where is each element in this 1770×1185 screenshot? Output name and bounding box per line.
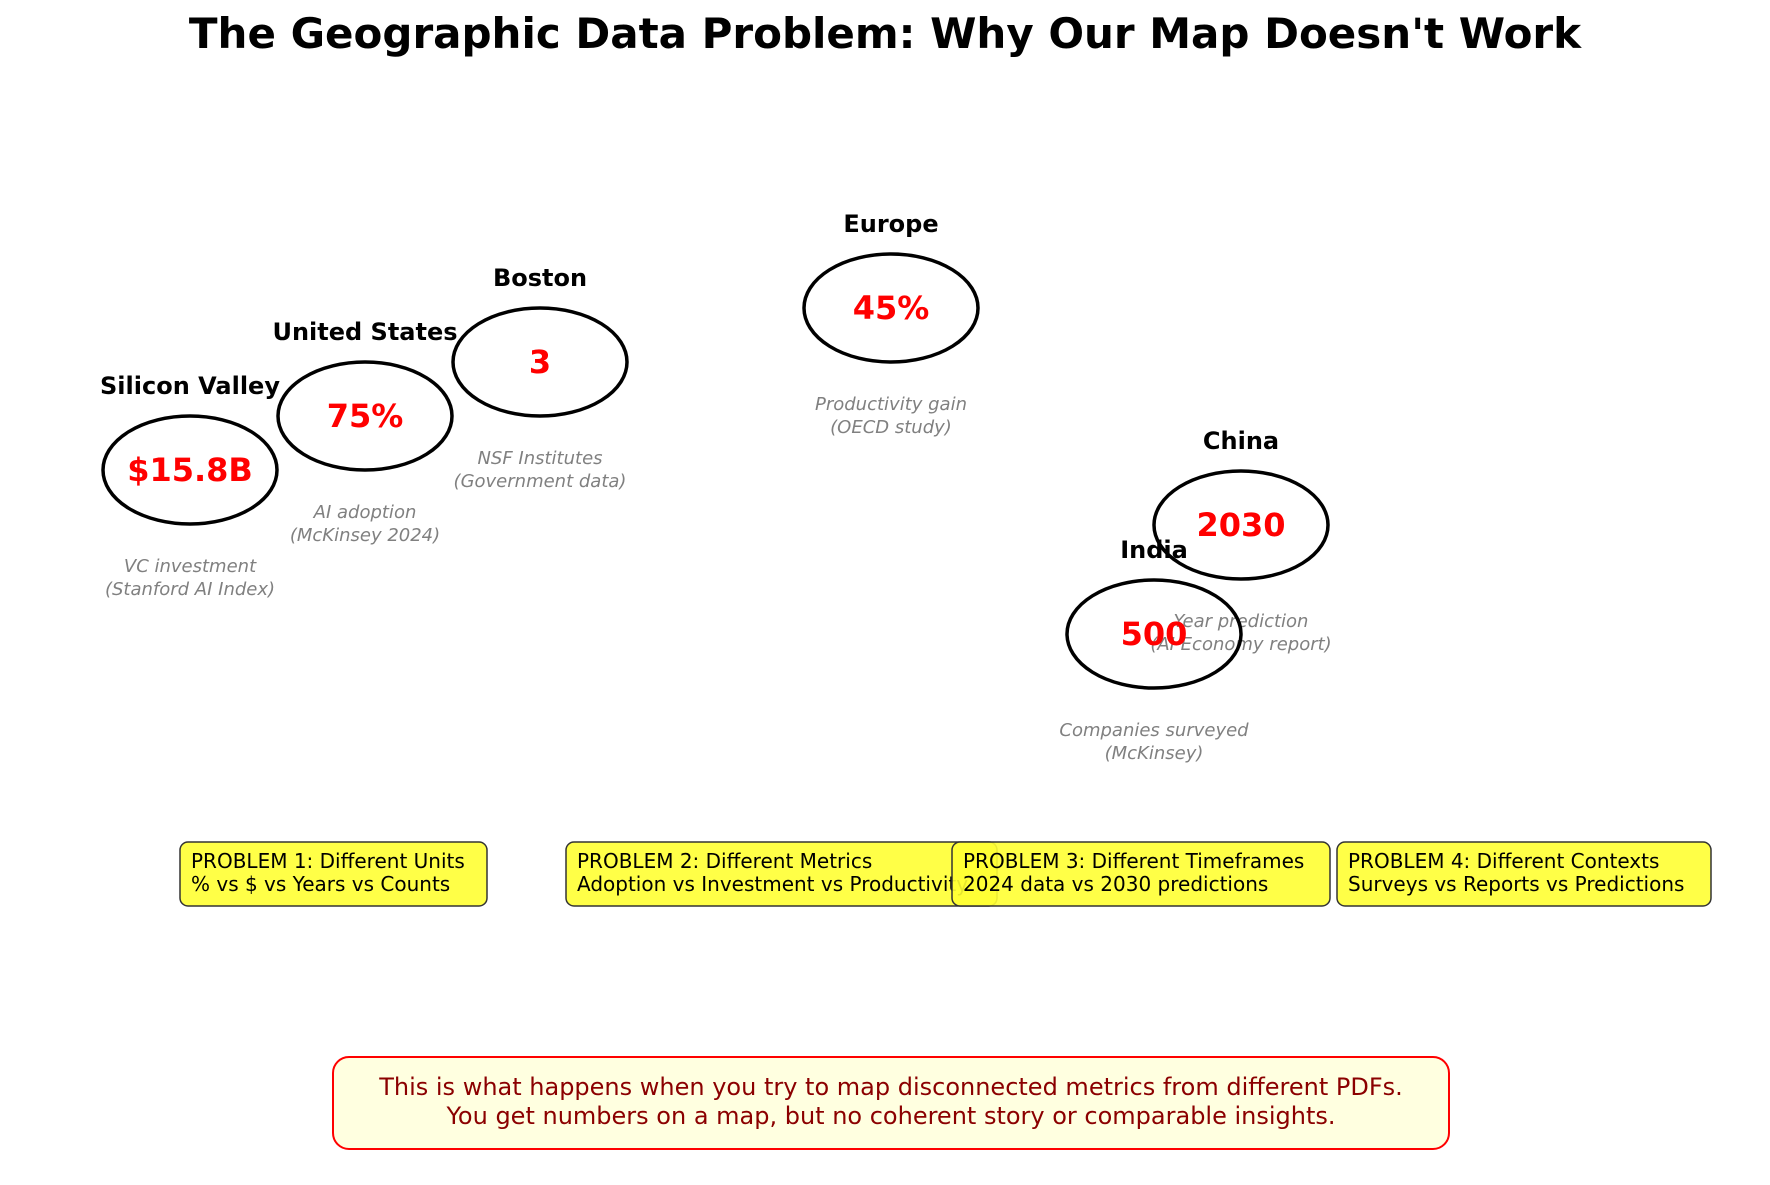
region-name: Silicon Valley [100,372,280,400]
region-value: 500 [1121,615,1188,653]
problem-title: PROBLEM 4: Different Contexts [1348,849,1659,873]
problem-box-1: PROBLEM 1: Different Units % vs $ vs Yea… [179,841,488,907]
problem-box-background [179,841,488,907]
footer-callout: This is what happens when you try to map… [332,1056,1450,1150]
region-boston: Boston 3 NSF Institutes (Government data… [451,264,629,492]
region-europe: Europe 45% Productivity gain (OECD study… [802,210,980,438]
region-name: China [1203,427,1279,455]
region-note: VC investment [124,556,257,577]
problem-box-background [1336,841,1712,907]
region-source: (Stanford AI Index) [105,579,275,600]
footer-box [332,1056,1450,1150]
problem-title: PROBLEM 1: Different Units [191,849,465,873]
region-note: Productivity gain [815,394,967,415]
problem-detail: Surveys vs Reports vs Predictions [1348,872,1684,896]
region-value: 45% [853,289,930,327]
region-source: (Government data) [454,471,627,492]
region-name: Boston [493,264,587,292]
region-united-states: United States 75% AI adoption (McKinsey … [272,318,457,546]
region-name: Europe [843,210,938,238]
region-source: (McKinsey 2024) [290,525,440,546]
region-marker [276,360,454,472]
problem-box-background [951,841,1331,907]
region-value: $15.8B [127,451,253,489]
problem-box-2: PROBLEM 2: Different Metrics Adoption vs… [565,841,998,907]
region-value: 3 [529,343,551,381]
problem-box-3: PROBLEM 3: Different Timeframes 2024 dat… [951,841,1331,907]
region-china: China 2030 Year prediction (AI Economy r… [1150,427,1331,655]
problem-detail: % vs $ vs Years vs Counts [191,872,450,896]
region-marker [451,306,629,418]
region-source: (McKinsey) [1105,743,1204,764]
region-note: Companies surveyed [1059,720,1249,741]
page-title: The Geographic Data Problem: Why Our Map… [189,9,1582,58]
region-name: United States [272,318,457,346]
region-silicon-valley: Silicon Valley $15.8B VC investment (Sta… [100,372,280,600]
region-value: 75% [327,397,404,435]
region-source: (OECD study) [830,417,952,438]
region-note: NSF Institutes [477,448,602,469]
problem-detail: 2024 data vs 2030 predictions [963,872,1268,896]
problem-detail: Adoption vs Investment vs Productivity [577,872,968,896]
problem-title: PROBLEM 2: Different Metrics [577,849,872,873]
problem-box-4: PROBLEM 4: Different Contexts Surveys vs… [1336,841,1712,907]
region-name: India [1120,536,1188,564]
region-marker [101,414,279,526]
region-value: 2030 [1196,506,1285,544]
footer-line-2: You get numbers on a map, but no coheren… [445,1102,1335,1130]
region-note: AI adoption [313,502,417,523]
footer-line-1: This is what happens when you try to map… [378,1073,1403,1101]
region-india: India 500 Companies surveyed (McKinsey) [1059,536,1249,764]
region-note: Year prediction [1174,611,1309,632]
region-marker [802,252,980,364]
problem-title: PROBLEM 3: Different Timeframes [963,849,1304,873]
region-marker [1152,469,1330,581]
region-marker [1065,578,1243,690]
